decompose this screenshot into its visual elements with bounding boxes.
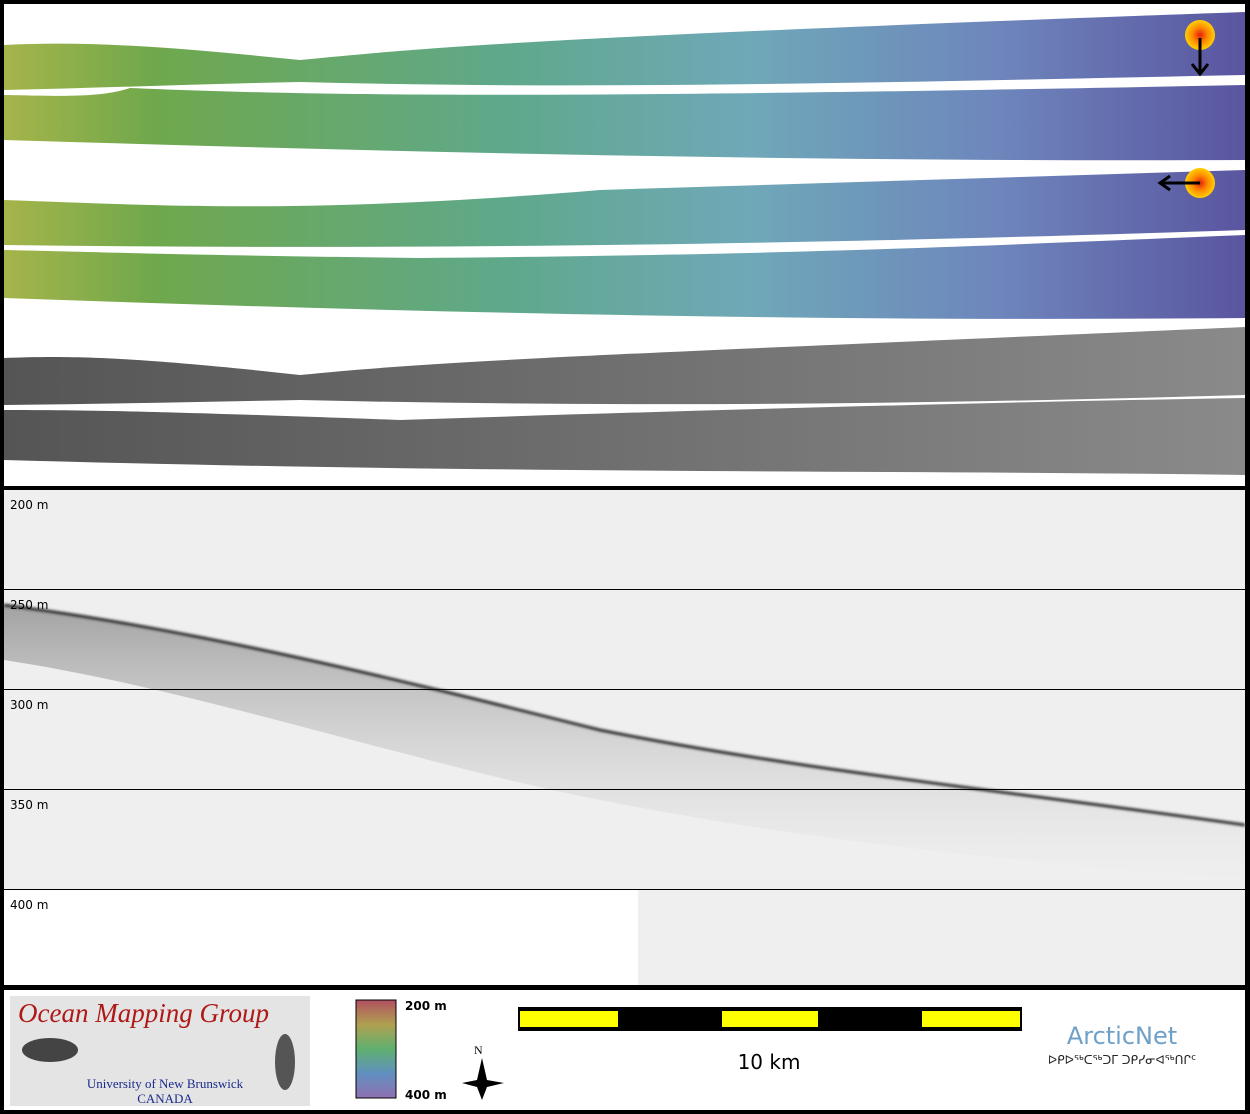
logo-shape [22, 1038, 78, 1062]
depth-label: 250 m [10, 598, 48, 612]
compass-rose [462, 1058, 504, 1100]
swath [4, 12, 1245, 90]
bathymetry-swaths [4, 12, 1245, 319]
compass-label: N [474, 1043, 483, 1057]
arrow [1157, 174, 1200, 192]
partner-syllabics: ᐅᑭᐅᖅᑕᖅᑐᒥ ᑐᑭᓯᓂᐊᖅᑎᒋᑦ [1048, 1053, 1196, 1067]
depth-label: 300 m [10, 698, 48, 712]
partner-name: ArcticNet [1067, 1022, 1177, 1050]
logo-university: University of New Brunswick [87, 1076, 244, 1091]
depth-labels: 200 m 250 m 300 m 350 m 400 m [10, 498, 48, 912]
scale-segment [922, 1011, 1020, 1027]
depth-label: 350 m [10, 798, 48, 812]
swath [4, 85, 1245, 161]
colorbar-label: 400 m [405, 1088, 447, 1102]
colorbar [355, 999, 397, 1099]
sun [1185, 20, 1215, 50]
subbottom [4, 605, 1245, 880]
backscatter-swaths [4, 327, 1245, 475]
arrow [1190, 38, 1210, 77]
sun-icons [1157, 20, 1215, 198]
depth-lines [4, 589, 1245, 890]
logo-shape [275, 1034, 295, 1090]
depth-label: 200 m [10, 498, 48, 512]
swath [4, 327, 1245, 405]
swath [4, 235, 1245, 319]
logo-title: Ocean Mapping Group [18, 998, 269, 1028]
swath [4, 170, 1245, 247]
scale-label: 10 km [738, 1050, 801, 1074]
profile-blank [4, 890, 638, 985]
depth-label: 400 m [10, 898, 48, 912]
seafloor [3, 603, 1246, 827]
swath [4, 398, 1245, 475]
scale-segment [722, 1011, 818, 1027]
colorbar-label: 200 m [405, 999, 447, 1013]
logo-country: CANADA [137, 1091, 193, 1106]
scale-segment [520, 1011, 618, 1027]
